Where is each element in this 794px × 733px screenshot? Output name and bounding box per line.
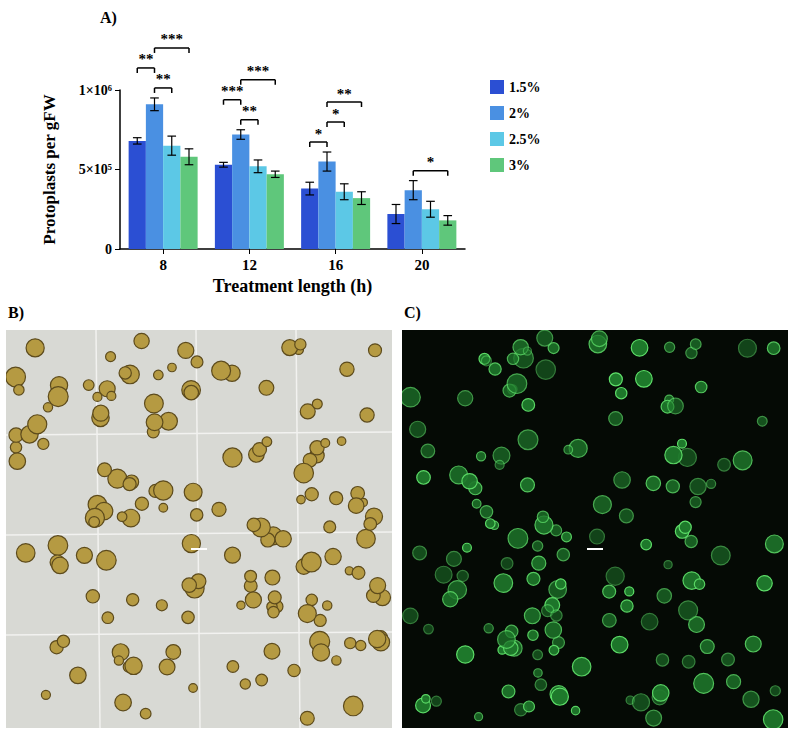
- svg-text:1×10⁶: 1×10⁶: [79, 83, 112, 98]
- svg-text:**: **: [242, 103, 257, 119]
- svg-text:*: *: [427, 154, 435, 170]
- svg-text:***: ***: [161, 31, 184, 47]
- svg-text:20: 20: [414, 257, 429, 273]
- svg-text:8: 8: [159, 257, 167, 273]
- html-text:C): C): [404, 304, 421, 321]
- svg-text:16: 16: [328, 257, 344, 273]
- svg-text:12: 12: [242, 257, 257, 273]
- svg-text:**: **: [156, 71, 171, 87]
- svg-text:Treatment length (h): Treatment length (h): [213, 276, 372, 297]
- svg-text:***: ***: [221, 83, 244, 99]
- svg-text:*: *: [315, 126, 323, 142]
- html-text:B): B): [8, 304, 24, 321]
- svg-text:3%: 3%: [509, 158, 530, 173]
- svg-text:A): A): [100, 9, 117, 27]
- svg-text:0: 0: [105, 242, 112, 257]
- svg-text:*: *: [332, 106, 340, 122]
- svg-text:Protoplasts per gFW: Protoplasts per gFW: [40, 94, 59, 244]
- svg-text:**: **: [337, 86, 352, 102]
- svg-text:**: **: [138, 51, 153, 67]
- svg-text:1.5%: 1.5%: [509, 80, 541, 95]
- svg-text:2.5%: 2.5%: [509, 132, 541, 147]
- svg-text:5×10⁵: 5×10⁵: [79, 162, 112, 177]
- svg-text:2%: 2%: [509, 106, 530, 121]
- svg-text:***: ***: [247, 63, 270, 79]
